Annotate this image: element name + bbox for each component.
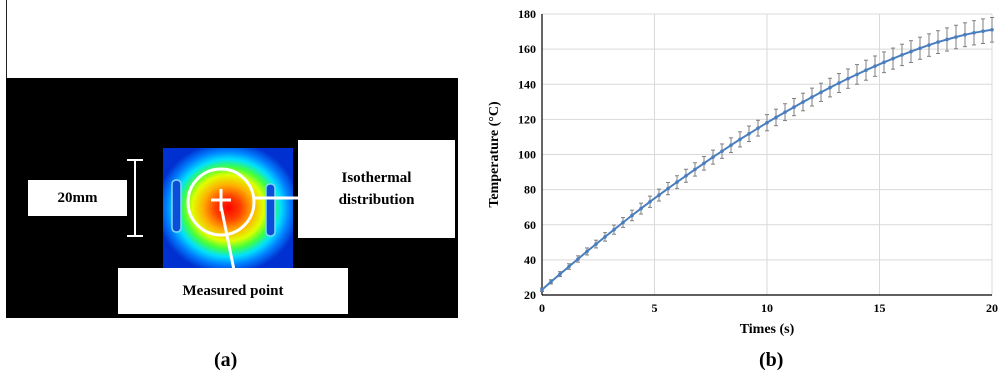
x-tick-label: 5 (652, 301, 658, 315)
data-point (666, 186, 670, 191)
data-point (864, 68, 868, 72)
chart-tick-labels: 20 40 60 80 100 120 140 160 180 0 5 10 15 20 (518, 7, 998, 315)
data-point (594, 242, 598, 246)
data-point (657, 193, 661, 197)
data-point (990, 28, 994, 32)
data-point (603, 235, 607, 239)
data-point (918, 46, 922, 51)
measured-point-label: Measured point (118, 268, 348, 314)
data-point (765, 120, 769, 125)
data-point (801, 100, 805, 104)
data-point (747, 131, 751, 136)
data-point (792, 105, 796, 109)
data-point (783, 110, 787, 114)
y-tick-label: 120 (518, 112, 536, 126)
data-point (711, 155, 715, 159)
scale-label: 20mm (28, 180, 127, 216)
y-tick-label: 40 (524, 253, 536, 267)
data-point (639, 206, 643, 211)
data-point (927, 43, 931, 47)
measured-point-leader (219, 205, 236, 271)
data-point (963, 32, 967, 37)
x-tick-label: 0 (539, 301, 545, 315)
left-border-rule (6, 0, 7, 78)
isotherm-label: Isothermal distribution (298, 140, 455, 238)
caption-b: (b) (759, 349, 784, 371)
thermal-image-svg (127, 148, 298, 271)
data-point (837, 81, 841, 85)
x-tick-label: 20 (986, 301, 998, 315)
chart-series (540, 28, 994, 292)
data-point (846, 76, 850, 81)
data-point (648, 199, 652, 204)
data-point (774, 115, 778, 120)
data-point (981, 29, 985, 34)
data-point (567, 264, 571, 269)
y-tick-label: 100 (518, 148, 536, 162)
y-tick-label: 160 (518, 42, 536, 56)
data-point (945, 37, 949, 42)
data-point (891, 56, 895, 61)
y-tick-label: 140 (518, 77, 536, 91)
data-point (720, 149, 724, 153)
data-point (585, 249, 589, 254)
data-point (756, 126, 760, 130)
data-point (576, 257, 580, 261)
temperature-chart: 20 40 60 80 100 120 140 160 180 0 5 10 15 20 Times (s… (487, 7, 998, 337)
data-point (738, 137, 742, 142)
data-point (873, 64, 877, 68)
data-point (954, 35, 958, 39)
data-point (900, 53, 904, 57)
data-point (630, 213, 634, 218)
data-point (675, 180, 679, 184)
y-tick-label: 180 (518, 7, 536, 21)
data-point (819, 90, 823, 95)
data-point (549, 280, 553, 284)
left-fixture (171, 179, 182, 233)
data-point (855, 72, 859, 77)
y-axis-label: Temperature (°C) (487, 101, 502, 208)
y-tick-label: 20 (524, 288, 536, 302)
data-point (684, 173, 688, 178)
right-fixture (265, 183, 276, 237)
x-axis-label: Times (s) (740, 322, 795, 337)
data-point (909, 49, 913, 54)
data-point (972, 30, 976, 35)
data-point (810, 95, 814, 99)
data-point (729, 143, 733, 147)
isotherm-circle (186, 167, 256, 237)
data-point (702, 161, 706, 166)
caption-a: (a) (214, 349, 238, 371)
data-point (612, 227, 616, 232)
isotherm-label-line2: distribution (338, 192, 415, 208)
data-point (828, 85, 832, 90)
y-tick-label: 80 (524, 183, 536, 197)
isotherm-label-line1: Isothermal (341, 170, 412, 186)
chart-grid (541, 13, 993, 296)
data-point (936, 40, 940, 44)
data-point (693, 167, 697, 172)
data-point (558, 272, 562, 276)
data-point (540, 287, 544, 292)
data-point (882, 60, 886, 65)
y-tick-label: 60 (524, 218, 536, 232)
x-tick-label: 10 (761, 301, 773, 315)
x-tick-label: 15 (874, 301, 886, 315)
data-point (621, 220, 625, 225)
chart-axes (541, 14, 992, 296)
